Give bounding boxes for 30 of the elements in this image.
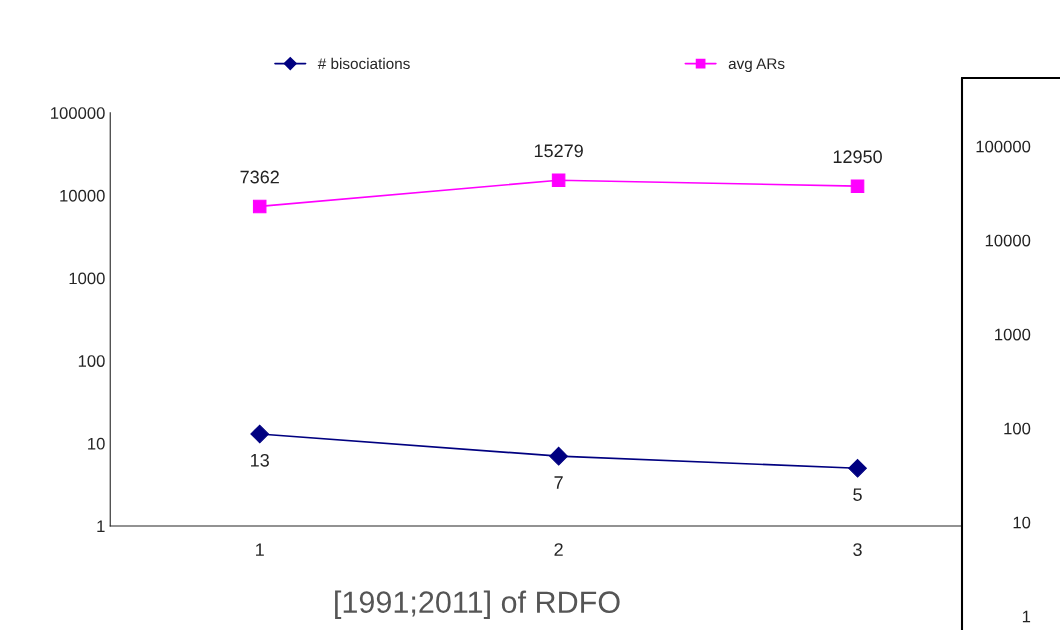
point [250,424,270,444]
point [848,458,867,478]
x-tick-label: 3 [853,543,862,556]
point [850,179,865,193]
text: 100 [1004,422,1031,435]
data-label: 13 [251,453,269,467]
text: 1 [1022,610,1031,623]
data-label: 7362 [240,170,279,184]
point [252,199,267,214]
y-tick-label: 10000 [60,189,105,202]
data-label: 12950 [833,150,882,164]
text: 10 [1013,516,1031,529]
point [551,173,566,187]
data-label: 15279 [534,144,583,158]
point [549,446,568,466]
legend-label: # bisociations [317,57,410,70]
y-tick-label: 10 [88,437,105,450]
y-tick-label: 1 [97,520,105,533]
y-tick-label: 1000 [69,272,105,285]
text: 100000 [976,140,1031,153]
x-tick-label: 2 [554,543,563,556]
text: [1991;2011] of RDFO [335,590,620,620]
y-tick-label: 100 [78,355,105,367]
data-label: 7 [554,476,563,489]
y-tick-label: 100000 [51,107,105,119]
x-tick-label: 1 [256,543,264,556]
legend-label: avg ARs [728,58,785,73]
text: 10000 [985,234,1031,247]
text: 1000 [995,328,1031,341]
data-label: 5 [853,488,862,501]
